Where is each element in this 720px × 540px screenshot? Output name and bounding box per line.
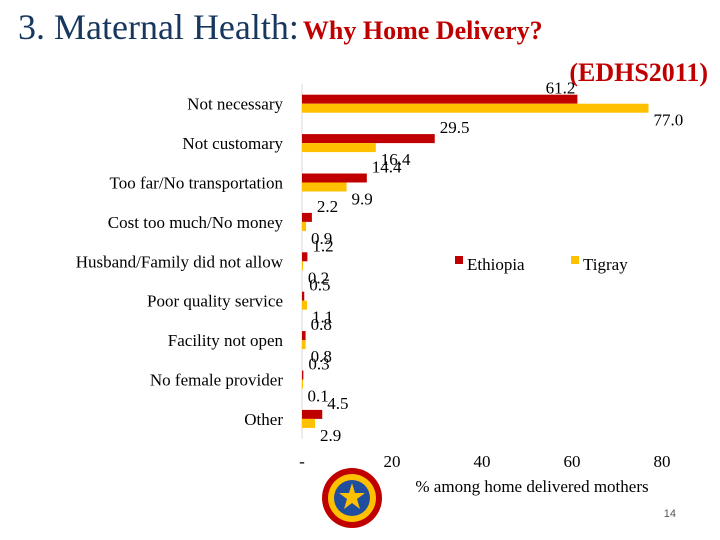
x-tick-label: 40 xyxy=(474,452,491,471)
category-label: Poor quality service xyxy=(147,292,283,311)
data-label-tigray: 0.2 xyxy=(308,268,329,287)
data-label-tigray: 0.1 xyxy=(307,387,328,406)
data-label-tigray: 2.9 xyxy=(320,426,341,445)
category-label: Husband/Family did not allow xyxy=(76,252,284,271)
data-label-ethiopia: 61.2 xyxy=(546,79,576,98)
data-source-label: (EDHS2011) xyxy=(569,58,708,87)
bar-tigray xyxy=(302,261,303,271)
bar-ethiopia xyxy=(302,173,367,183)
bar-ethiopia xyxy=(302,134,435,144)
legend-label-ethiopia: Ethiopia xyxy=(467,255,525,274)
data-label-tigray: 77.0 xyxy=(654,111,684,130)
x-axis-label: % among home delivered mothers xyxy=(415,477,648,496)
bar-tigray xyxy=(302,143,376,153)
regional-emblem-icon xyxy=(322,468,382,528)
category-label: Cost too much/No money xyxy=(108,213,284,232)
category-label: Other xyxy=(244,410,283,429)
legend-label-tigray: Tigray xyxy=(583,255,628,274)
category-label: Not customary xyxy=(182,134,283,153)
x-tick-label: - xyxy=(299,452,305,471)
data-label-ethiopia: 2.2 xyxy=(317,197,338,216)
bar-tigray xyxy=(302,418,316,428)
legend-swatch-ethiopia xyxy=(455,256,463,264)
x-tick-label: 60 xyxy=(564,452,581,471)
bar-tigray xyxy=(302,182,347,192)
category-label: Facility not open xyxy=(168,331,284,350)
category-label: Not necessary xyxy=(187,95,283,114)
bar-tigray xyxy=(302,379,303,389)
bar-ethiopia xyxy=(302,212,312,222)
x-tick-label: 20 xyxy=(384,452,401,471)
data-label-ethiopia: 4.5 xyxy=(327,394,348,413)
bar-tigray xyxy=(302,103,649,113)
legend-swatch-tigray xyxy=(571,256,579,264)
data-label-tigray: 0.8 xyxy=(311,347,332,366)
x-tick-label: 80 xyxy=(654,452,671,471)
category-label: Too far/No transportation xyxy=(110,174,284,193)
data-label-tigray: 16.4 xyxy=(381,150,411,169)
bar-tigray xyxy=(302,340,306,350)
page-number: 14 xyxy=(663,508,676,520)
title-main: 3. Maternal Health: xyxy=(18,7,299,47)
bar-ethiopia xyxy=(302,291,305,301)
data-label-ethiopia: 0.3 xyxy=(308,355,329,374)
category-label: No female provider xyxy=(150,371,283,390)
bar-ethiopia xyxy=(302,94,578,104)
data-label-ethiopia: 1.2 xyxy=(312,236,333,255)
data-label-tigray: 9.9 xyxy=(352,190,373,209)
data-label-tigray: 0.9 xyxy=(311,229,332,248)
data-label-ethiopia: 29.5 xyxy=(440,118,470,137)
data-label-ethiopia: 14.4 xyxy=(372,158,402,177)
bar-ethiopia xyxy=(302,370,304,380)
bar-ethiopia xyxy=(302,331,306,341)
slide-title: 3. Maternal Health: Why Home Delivery? xyxy=(18,6,543,48)
bar-ethiopia xyxy=(302,409,323,419)
bar-tigray xyxy=(302,300,307,310)
data-label-ethiopia: 0.5 xyxy=(309,276,330,295)
title-subtitle: Why Home Delivery? xyxy=(302,16,543,45)
data-label-ethiopia: 0.8 xyxy=(311,315,332,334)
data-label-tigray: 1.1 xyxy=(312,308,333,327)
bar-ethiopia xyxy=(302,252,308,262)
bar-tigray xyxy=(302,221,307,231)
